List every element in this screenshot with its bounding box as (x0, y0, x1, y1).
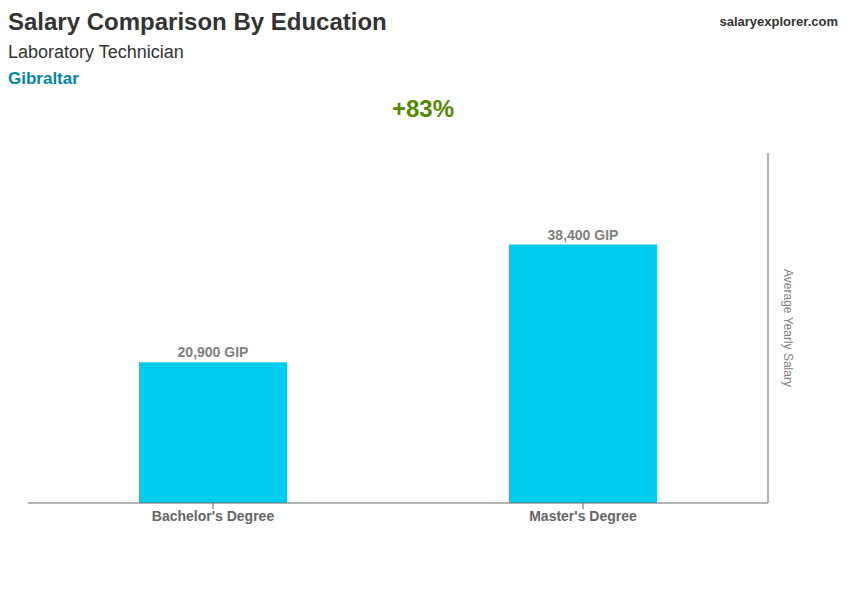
svg-text:Master's Degree: Master's Degree (529, 508, 637, 524)
html-text:Salary Comparison By Education: Salary Comparison By Education (8, 8, 387, 35)
html-text:+83%: +83% (392, 95, 454, 122)
html-text:salaryexplorer.com: salaryexplorer.com (719, 14, 838, 29)
svg-text:20,900 GIP: 20,900 GIP (178, 344, 249, 360)
svg-text:38,400 GIP: 38,400 GIP (548, 227, 619, 243)
html-text:Gibraltar: Gibraltar (8, 69, 79, 88)
svg-text:Average Yearly Salary: Average Yearly Salary (781, 269, 795, 387)
svg-text:Bachelor's Degree: Bachelor's Degree (152, 508, 275, 524)
html-text:Laboratory Technician: Laboratory Technician (8, 42, 184, 62)
